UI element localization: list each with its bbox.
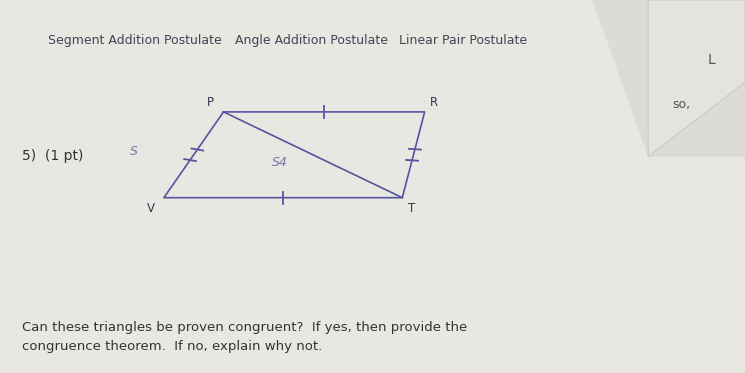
Text: T: T <box>408 203 415 215</box>
Text: Segment Addition Postulate: Segment Addition Postulate <box>48 34 222 47</box>
Text: Can these triangles be proven congruent?  If yes, then provide the
congruence th: Can these triangles be proven congruent?… <box>22 321 468 353</box>
Text: so,: so, <box>673 98 691 111</box>
Text: S: S <box>130 145 139 158</box>
Polygon shape <box>592 0 745 157</box>
Text: Angle Addition Postulate: Angle Addition Postulate <box>235 34 387 47</box>
Text: Linear Pair Postulate: Linear Pair Postulate <box>399 34 527 47</box>
Text: 5)  (1 pt): 5) (1 pt) <box>22 149 83 163</box>
Text: P: P <box>206 96 214 109</box>
Polygon shape <box>648 0 745 82</box>
Polygon shape <box>648 0 745 82</box>
Text: S4: S4 <box>272 156 288 169</box>
Polygon shape <box>648 0 745 82</box>
Polygon shape <box>648 0 745 157</box>
Text: R: R <box>430 96 437 109</box>
Text: V: V <box>147 203 154 215</box>
Text: L: L <box>708 53 715 67</box>
